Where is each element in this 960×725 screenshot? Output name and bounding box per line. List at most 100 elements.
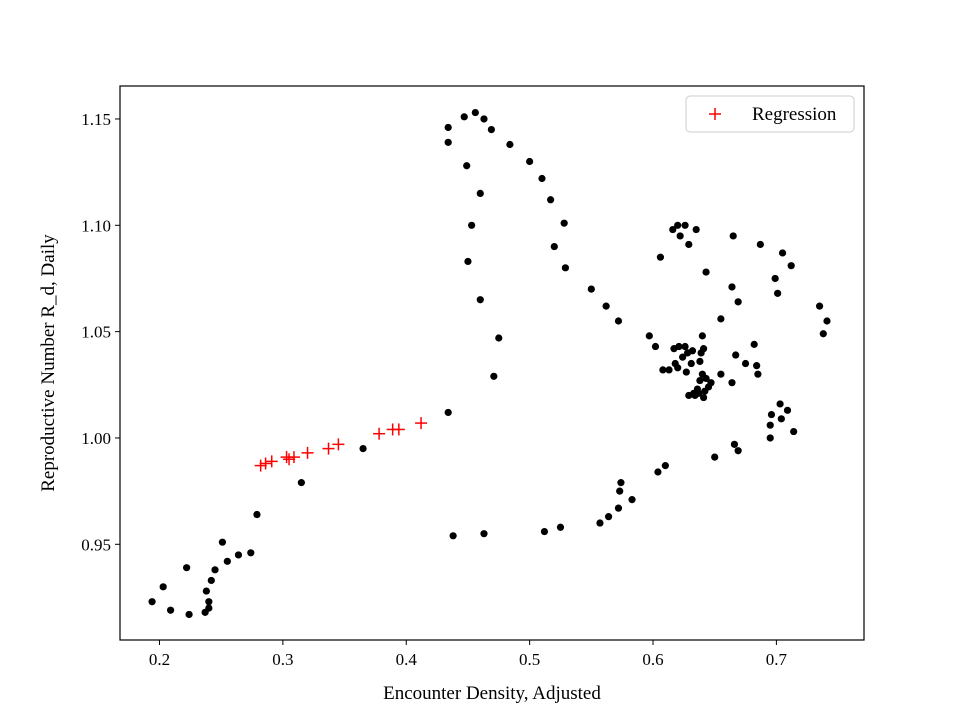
data-point — [602, 302, 610, 310]
data-point — [476, 189, 484, 197]
data-point — [656, 253, 665, 261]
data-point — [734, 447, 742, 455]
data-point — [823, 317, 831, 325]
y-tick-label: 1.15 — [81, 110, 111, 129]
data-point — [681, 342, 689, 351]
data-point — [687, 359, 695, 368]
data-point — [202, 587, 210, 595]
data-point — [676, 232, 684, 240]
data-point — [495, 334, 503, 342]
data-point — [444, 123, 452, 132]
data-point — [674, 364, 682, 372]
y-tick-label: 1.10 — [81, 216, 111, 235]
data-point — [750, 340, 758, 348]
data-point — [696, 376, 704, 385]
data-point — [741, 359, 750, 368]
data-point — [661, 462, 669, 470]
data-point — [628, 496, 636, 504]
legend-box — [685, 95, 855, 133]
data-point — [211, 566, 219, 574]
data-point — [205, 598, 213, 606]
data-point — [767, 410, 776, 419]
data-point — [698, 332, 706, 340]
data-point — [506, 140, 514, 149]
data-point — [205, 604, 213, 612]
regression-point — [301, 446, 314, 459]
data-point — [717, 370, 725, 378]
data-point — [819, 330, 827, 338]
plot-frame — [119, 85, 865, 641]
data-points — [148, 108, 831, 619]
data-point — [702, 268, 710, 276]
regression-point — [265, 455, 278, 468]
data-point — [614, 504, 623, 512]
data-point — [480, 115, 488, 123]
data-point — [700, 393, 708, 402]
data-point — [560, 219, 568, 227]
data-point — [688, 347, 697, 355]
legend: Regression — [685, 95, 855, 133]
axis-ticks: 0.2 0.3 0.4 0.5 0.6 0.7 0.95 1.00 1.05 1.10 1.15 — [81, 110, 787, 669]
data-point — [223, 557, 231, 565]
regression-point — [392, 423, 405, 436]
data-point — [159, 583, 167, 591]
data-point — [711, 453, 719, 461]
data-point — [734, 298, 742, 306]
regression-point — [283, 453, 296, 466]
data-point — [463, 162, 471, 170]
data-point — [614, 317, 623, 325]
data-point — [297, 479, 305, 487]
data-point — [702, 374, 710, 383]
y-tick-label: 1.05 — [81, 323, 111, 342]
data-point — [604, 513, 613, 521]
data-point — [730, 440, 739, 448]
data-point — [460, 113, 468, 121]
data-point — [359, 444, 367, 453]
data-point — [468, 221, 476, 229]
data-point — [148, 598, 156, 606]
data-point — [550, 242, 558, 251]
data-point — [253, 510, 261, 519]
y-tick-label: 0.95 — [81, 535, 111, 554]
data-point — [449, 532, 457, 540]
x-tick-label: 0.3 — [272, 650, 293, 669]
data-point — [645, 332, 653, 340]
regression-point — [322, 442, 335, 455]
data-point — [247, 549, 255, 557]
data-point — [617, 479, 625, 487]
data-point — [538, 174, 546, 183]
data-point — [707, 379, 715, 387]
data-point — [185, 610, 193, 619]
x-tick-label: 0.4 — [396, 650, 418, 669]
data-point — [616, 487, 624, 495]
data-point — [815, 302, 824, 310]
data-point — [717, 315, 725, 323]
data-point — [787, 262, 795, 270]
data-point — [766, 434, 774, 442]
x-tick-label: 0.7 — [766, 650, 788, 669]
data-point — [669, 225, 677, 234]
data-point — [547, 196, 555, 204]
data-point — [778, 249, 787, 257]
data-point — [681, 221, 689, 229]
data-point — [777, 415, 785, 423]
data-point — [766, 421, 774, 429]
data-point — [659, 366, 667, 374]
data-point — [790, 427, 798, 436]
regression-point — [259, 457, 272, 470]
data-point — [476, 296, 484, 304]
x-axis-label: Encounter Density, Adjusted — [383, 683, 601, 704]
data-point — [471, 108, 479, 117]
data-point — [685, 240, 693, 249]
data-point — [654, 468, 662, 476]
data-point — [674, 221, 682, 229]
data-point — [754, 370, 762, 378]
data-point — [207, 576, 215, 585]
data-point — [728, 379, 736, 387]
data-point — [556, 523, 565, 531]
data-point — [561, 264, 570, 272]
x-tick-label: 0.2 — [149, 650, 170, 669]
data-point — [753, 362, 761, 370]
